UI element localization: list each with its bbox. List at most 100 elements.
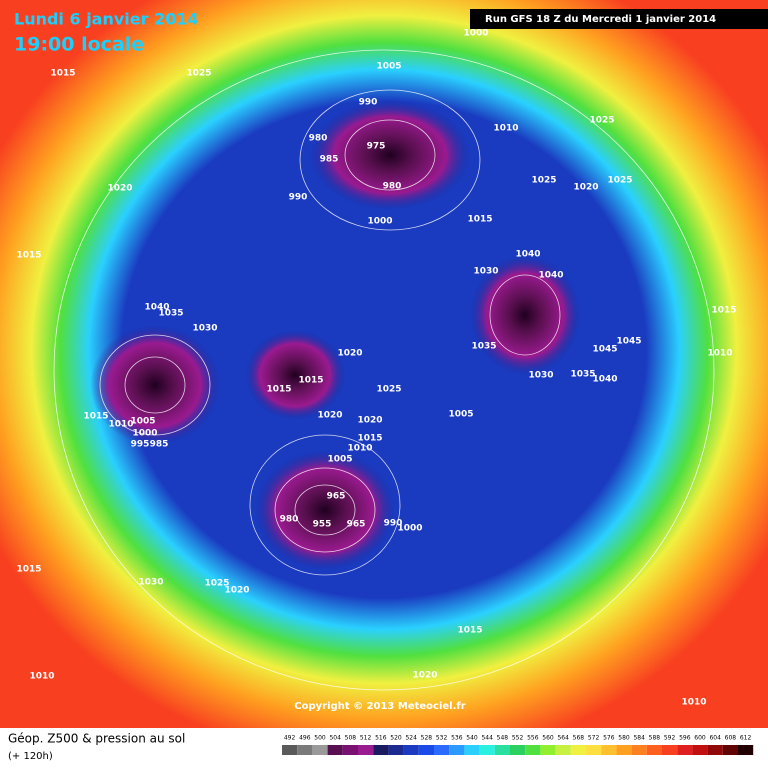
legend-label: 552 — [512, 735, 524, 742]
legend-label: 548 — [497, 735, 509, 742]
legend-swatch — [601, 745, 617, 755]
legend-swatch — [403, 745, 419, 755]
pressure-label: 1020 — [107, 184, 132, 194]
pressure-label: 1020 — [357, 416, 382, 426]
legend-label: 492 — [284, 735, 296, 742]
pressure-label: 1015 — [16, 565, 41, 575]
low — [310, 100, 470, 210]
pressure-label: 1010 — [707, 349, 732, 359]
legend-swatch — [616, 745, 632, 755]
legend-label: 576 — [603, 735, 615, 742]
pressure-label: 1010 — [493, 124, 518, 134]
legend-label: 592 — [664, 735, 676, 742]
legend-label: 516 — [375, 735, 387, 742]
pressure-label: 980 — [280, 515, 299, 525]
map-title: Géop. Z500 & pression au sol — [8, 732, 185, 746]
pressure-label: 990 — [359, 98, 378, 108]
legend-swatch — [662, 745, 678, 755]
legend-label: 540 — [466, 735, 478, 742]
legend-label: 504 — [329, 735, 341, 742]
legend-label: 532 — [436, 735, 448, 742]
pressure-label: 1020 — [317, 411, 342, 421]
pressure-label: 1000 — [132, 429, 157, 439]
legend-label: 612 — [740, 735, 752, 742]
pressure-label: 1010 — [108, 420, 133, 430]
legend-swatch — [722, 745, 738, 755]
legend-label: 572 — [588, 735, 600, 742]
pressure-label: 1030 — [138, 578, 163, 588]
pressure-label: 1015 — [298, 376, 323, 386]
pressure-label: 1025 — [204, 579, 229, 589]
legend-label: 536 — [451, 735, 463, 742]
legend-label: 496 — [299, 735, 311, 742]
legend-swatch — [358, 745, 374, 755]
pressure-label: 1005 — [327, 455, 352, 465]
legend-swatch — [631, 745, 647, 755]
pressure-label: 990 — [384, 519, 403, 529]
legend-swatch — [494, 745, 510, 755]
legend-swatch — [646, 745, 662, 755]
legend-label: 584 — [633, 735, 645, 742]
legend-label: 500 — [314, 735, 326, 742]
pressure-label: 985 — [320, 155, 339, 165]
pressure-label: 1005 — [130, 417, 155, 427]
pressure-label: 1040 — [515, 250, 540, 260]
legend-swatch — [373, 745, 389, 755]
pressure-label: 1015 — [357, 434, 382, 444]
pressure-label: 1030 — [192, 324, 217, 334]
legend-label: 588 — [649, 735, 661, 742]
pressure-label: 965 — [347, 520, 366, 530]
legend-swatch — [434, 745, 450, 755]
low — [90, 325, 220, 445]
low — [470, 255, 580, 375]
legend-swatch — [555, 745, 571, 755]
pressure-label: 955 — [313, 520, 332, 530]
legend-swatch — [738, 745, 754, 755]
legend-swatch — [327, 745, 343, 755]
pressure-label: 975 — [367, 142, 386, 152]
legend-label: 556 — [527, 735, 539, 742]
legend-swatch — [525, 745, 541, 755]
pressure-label: 1045 — [616, 337, 641, 347]
pressure-label: 980 — [309, 134, 328, 144]
legend-swatch — [282, 745, 298, 755]
legend-label: 600 — [694, 735, 706, 742]
pressure-label: 1020 — [224, 586, 249, 596]
isobars — [53, 49, 715, 691]
legend-swatch — [388, 745, 404, 755]
pressure-label: 1015 — [83, 412, 108, 422]
legend-swatch — [479, 745, 495, 755]
legend-label: 524 — [405, 735, 417, 742]
legend-label: 580 — [618, 735, 630, 742]
pressure-label: 1025 — [607, 176, 632, 186]
pressure-label: 1030 — [528, 371, 553, 381]
legend-label: 568 — [573, 735, 585, 742]
pressure-label: 1020 — [337, 349, 362, 359]
pressure-label: 1020 — [573, 183, 598, 193]
pressure-label: 1015 — [457, 626, 482, 636]
legend-label: 596 — [679, 735, 691, 742]
legend-swatch — [342, 745, 358, 755]
pressure-label: 1010 — [29, 672, 54, 682]
legend-label: 508 — [345, 735, 357, 742]
run-box — [470, 9, 768, 29]
pressure-label: 1040 — [538, 271, 563, 281]
forecast: (+ 120h) — [8, 751, 53, 762]
pressure-label: 1010 — [681, 698, 706, 708]
legend-swatch — [297, 745, 313, 755]
pressure-label: 1015 — [266, 385, 291, 395]
copyright: Copyright © 2013 Meteociel.fr — [294, 701, 465, 712]
legend-label: 604 — [709, 735, 721, 742]
pressure-label: 980 — [383, 182, 402, 192]
pressure-label: 1015 — [467, 215, 492, 225]
legend-label: 560 — [542, 735, 554, 742]
pressure-label: 1025 — [186, 69, 211, 79]
legend-label: 608 — [725, 735, 737, 742]
legend-swatch — [677, 745, 693, 755]
pressure-label: 1025 — [376, 385, 401, 395]
pressure-label: 1000 — [397, 524, 422, 534]
pressure-label: 1015 — [711, 306, 736, 316]
pressure-label: 1005 — [376, 62, 401, 72]
pressure-label: 1040 — [592, 375, 617, 385]
